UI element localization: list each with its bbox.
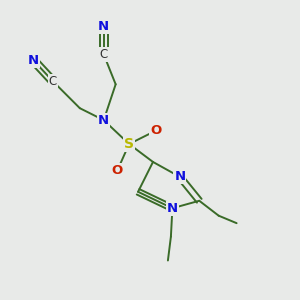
Text: N: N — [167, 202, 178, 215]
Text: O: O — [112, 164, 123, 177]
Text: S: S — [124, 137, 134, 151]
Text: N: N — [98, 114, 109, 127]
Text: C: C — [100, 48, 108, 61]
Text: O: O — [150, 124, 162, 137]
Text: N: N — [174, 170, 185, 183]
Text: N: N — [98, 20, 109, 33]
Text: N: N — [28, 54, 39, 67]
Text: C: C — [49, 75, 57, 88]
